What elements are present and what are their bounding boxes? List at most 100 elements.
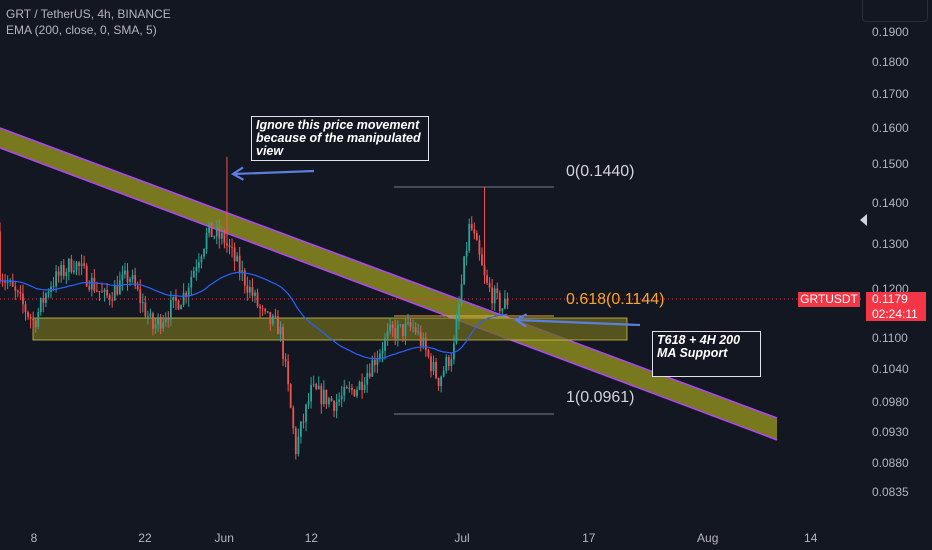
- candle-body: [187, 287, 190, 297]
- plot-background: [0, 0, 862, 550]
- annotation-support-note[interactable]: T618 + 4H 200 MA Support: [652, 331, 761, 377]
- candle-body: [437, 378, 440, 387]
- candle-body: [315, 384, 318, 390]
- candle-body: [305, 404, 307, 422]
- candle-body: [73, 270, 75, 273]
- candle-body: [101, 291, 103, 293]
- candle-body: [506, 298, 509, 305]
- candle-body: [498, 292, 501, 312]
- candle-body: [182, 292, 185, 306]
- candle-body: [236, 255, 239, 262]
- candle-body: [282, 327, 284, 359]
- price-tick-label: 0.0835: [872, 485, 909, 499]
- candle-body: [366, 373, 369, 385]
- time-tick-label: 8: [30, 531, 38, 545]
- candle-body: [430, 356, 432, 372]
- candle-body: [218, 227, 221, 239]
- candle-body: [164, 318, 167, 323]
- candle-body: [152, 313, 154, 329]
- candle-body: [297, 436, 300, 455]
- candle-body: [475, 233, 478, 241]
- candle-body: [208, 222, 210, 234]
- candle-body: [386, 331, 389, 339]
- candle-body: [424, 338, 427, 351]
- channel-upper-edge: [0, 127, 778, 419]
- candle-body: [450, 359, 453, 366]
- candle-body: [124, 270, 126, 275]
- price-tick-label: 0.0980: [872, 395, 909, 410]
- candle-body: [468, 223, 471, 251]
- ema-200-line: [0, 271, 508, 360]
- candle-body: [264, 309, 267, 312]
- price-tick-label: 0.1040: [872, 362, 909, 377]
- candle-body: [14, 286, 17, 291]
- candle-body: [220, 232, 223, 239]
- candle-body: [353, 389, 356, 397]
- candle-body: [27, 312, 29, 317]
- candle-body: [113, 285, 116, 301]
- annotation-ignore-note[interactable]: Ignore this price movement because of th…: [251, 116, 429, 161]
- candle-body: [312, 384, 315, 386]
- candle-body: [190, 277, 193, 288]
- candle-body: [147, 316, 149, 318]
- candle-body: [363, 384, 366, 390]
- candle-body: [29, 316, 32, 319]
- candle-body: [493, 288, 496, 304]
- candle-body: [75, 262, 78, 271]
- candle-body: [162, 322, 165, 329]
- object-tree-button[interactable]: [862, 0, 928, 22]
- candle-body: [93, 277, 96, 291]
- candle-body: [414, 327, 417, 333]
- candle-body: [70, 258, 73, 273]
- price-tick-label: 0.1300: [872, 237, 909, 252]
- candle-body: [106, 289, 108, 296]
- candle-body: [136, 285, 139, 290]
- candle-body: [491, 287, 494, 304]
- candle-body: [289, 384, 292, 408]
- candle-body: [210, 222, 213, 237]
- collapse-arrow-icon[interactable]: [860, 214, 867, 226]
- candle-body: [292, 407, 295, 429]
- candle-body: [6, 282, 9, 284]
- candle-body: [486, 275, 488, 283]
- candle-body: [241, 270, 244, 274]
- candle-body: [118, 280, 121, 295]
- candle-body: [144, 302, 147, 317]
- candle-body: [167, 318, 170, 320]
- candle-body: [126, 270, 129, 282]
- candle-body: [111, 299, 114, 301]
- candle-body: [345, 386, 348, 389]
- candle-body: [340, 395, 343, 400]
- candle-body: [88, 286, 91, 290]
- candle-body: [116, 285, 119, 295]
- candle-body: [159, 316, 162, 329]
- candle-body: [358, 381, 361, 390]
- candle-body: [85, 265, 88, 287]
- fib-level-1-label: 1(0.0961): [566, 389, 635, 406]
- candle-body: [407, 321, 409, 324]
- candle-body: [180, 305, 182, 310]
- candle-body: [284, 358, 287, 362]
- candle-body: [131, 275, 134, 280]
- candle-body: [473, 229, 476, 234]
- candle-body: [328, 398, 330, 405]
- price-tick-label: 0.0930: [872, 424, 909, 439]
- candle-body: [205, 233, 208, 249]
- candle-body: [440, 376, 443, 387]
- candle-body: [396, 325, 399, 339]
- candle-body: [4, 281, 6, 283]
- candle-body: [266, 311, 269, 313]
- candle-body: [134, 275, 137, 286]
- candle-body: [37, 312, 40, 328]
- candle-body: [141, 302, 144, 304]
- fib-level-0618-label: 0.618(0.1144): [566, 291, 665, 308]
- candle-body: [157, 316, 159, 325]
- candle-body: [96, 290, 98, 292]
- candle-body: [231, 246, 233, 248]
- candle-body: [185, 292, 188, 297]
- candle-body: [470, 223, 473, 230]
- candle-body: [384, 338, 386, 351]
- candle-body: [419, 331, 422, 346]
- candle-body: [108, 295, 111, 300]
